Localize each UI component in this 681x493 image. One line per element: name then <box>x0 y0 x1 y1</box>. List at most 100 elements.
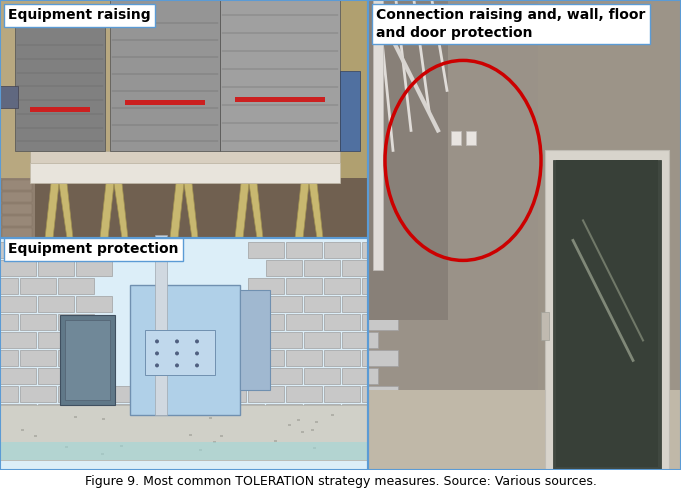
Bar <box>127 427 130 429</box>
Bar <box>152 450 155 452</box>
Bar <box>38 404 74 421</box>
Bar <box>2 205 32 214</box>
Bar <box>0 239 368 470</box>
Bar <box>96 387 132 402</box>
Bar <box>304 368 340 385</box>
Bar <box>58 243 94 258</box>
Circle shape <box>195 352 199 355</box>
Bar <box>0 260 36 277</box>
Bar <box>0 178 35 239</box>
Bar <box>0 387 18 402</box>
Bar <box>30 107 90 112</box>
Bar <box>38 296 74 313</box>
Bar <box>0 368 36 385</box>
Bar <box>368 0 681 470</box>
Bar <box>342 332 378 349</box>
Bar <box>342 404 378 421</box>
Bar <box>373 0 383 270</box>
Circle shape <box>175 363 179 367</box>
Bar <box>545 150 669 470</box>
Bar <box>248 279 284 294</box>
Bar <box>266 260 302 277</box>
Bar <box>266 296 302 313</box>
Bar <box>324 351 360 366</box>
Bar <box>248 351 284 366</box>
Bar <box>0 243 18 258</box>
Polygon shape <box>100 183 114 239</box>
Bar <box>286 243 322 258</box>
Bar <box>0 178 368 239</box>
Bar <box>76 404 112 421</box>
Bar <box>235 97 325 102</box>
Bar <box>340 71 360 151</box>
Bar <box>248 243 284 258</box>
Polygon shape <box>184 183 198 239</box>
Polygon shape <box>249 183 263 239</box>
Bar <box>0 0 368 239</box>
Bar <box>84 429 86 431</box>
Bar <box>266 368 302 385</box>
Bar <box>30 163 340 183</box>
Bar <box>368 0 681 470</box>
Bar <box>368 0 538 470</box>
Bar <box>0 442 368 460</box>
Bar <box>139 432 142 434</box>
Bar <box>20 351 56 366</box>
Bar <box>266 332 302 349</box>
Bar <box>107 422 110 424</box>
Bar <box>368 0 448 320</box>
Bar <box>240 290 270 390</box>
Circle shape <box>195 363 199 367</box>
Bar <box>2 216 32 226</box>
Bar <box>342 296 378 313</box>
Text: Connection raising and, wall, floor
and door protection: Connection raising and, wall, floor and … <box>376 8 646 40</box>
Bar <box>362 315 398 330</box>
Bar <box>342 260 378 277</box>
Bar <box>286 315 322 330</box>
Bar <box>2 192 32 203</box>
Bar <box>0 404 36 421</box>
Bar <box>2 228 32 239</box>
Bar <box>541 313 549 340</box>
Bar <box>110 0 220 151</box>
Circle shape <box>195 339 199 344</box>
Bar <box>20 279 56 294</box>
Bar <box>232 428 236 430</box>
Bar <box>130 285 240 416</box>
Bar <box>58 315 94 330</box>
Bar <box>556 160 658 467</box>
Bar <box>0 296 36 313</box>
Bar <box>362 387 398 402</box>
Bar <box>248 315 284 330</box>
Bar <box>286 351 322 366</box>
Polygon shape <box>170 183 184 239</box>
Bar <box>20 387 56 402</box>
Bar <box>20 243 56 258</box>
Bar <box>38 368 74 385</box>
Bar <box>362 279 398 294</box>
Bar <box>220 0 340 151</box>
Bar <box>324 315 360 330</box>
Text: Equipment raising: Equipment raising <box>8 8 151 22</box>
Bar <box>170 451 174 453</box>
Bar <box>152 404 188 421</box>
Bar <box>126 442 129 444</box>
Bar <box>324 387 360 402</box>
Bar <box>304 332 340 349</box>
Bar <box>0 0 368 239</box>
Bar <box>65 320 110 400</box>
Text: Equipment protection: Equipment protection <box>8 243 178 256</box>
Polygon shape <box>235 183 249 239</box>
Bar <box>172 387 208 402</box>
Bar <box>324 279 360 294</box>
Bar <box>286 387 322 402</box>
Bar <box>324 243 360 258</box>
Bar <box>553 160 661 470</box>
Bar <box>134 387 170 402</box>
Circle shape <box>155 339 159 344</box>
Bar <box>20 315 56 330</box>
Polygon shape <box>45 183 59 239</box>
Bar <box>362 243 398 258</box>
Bar <box>67 440 70 442</box>
Bar <box>304 296 340 313</box>
